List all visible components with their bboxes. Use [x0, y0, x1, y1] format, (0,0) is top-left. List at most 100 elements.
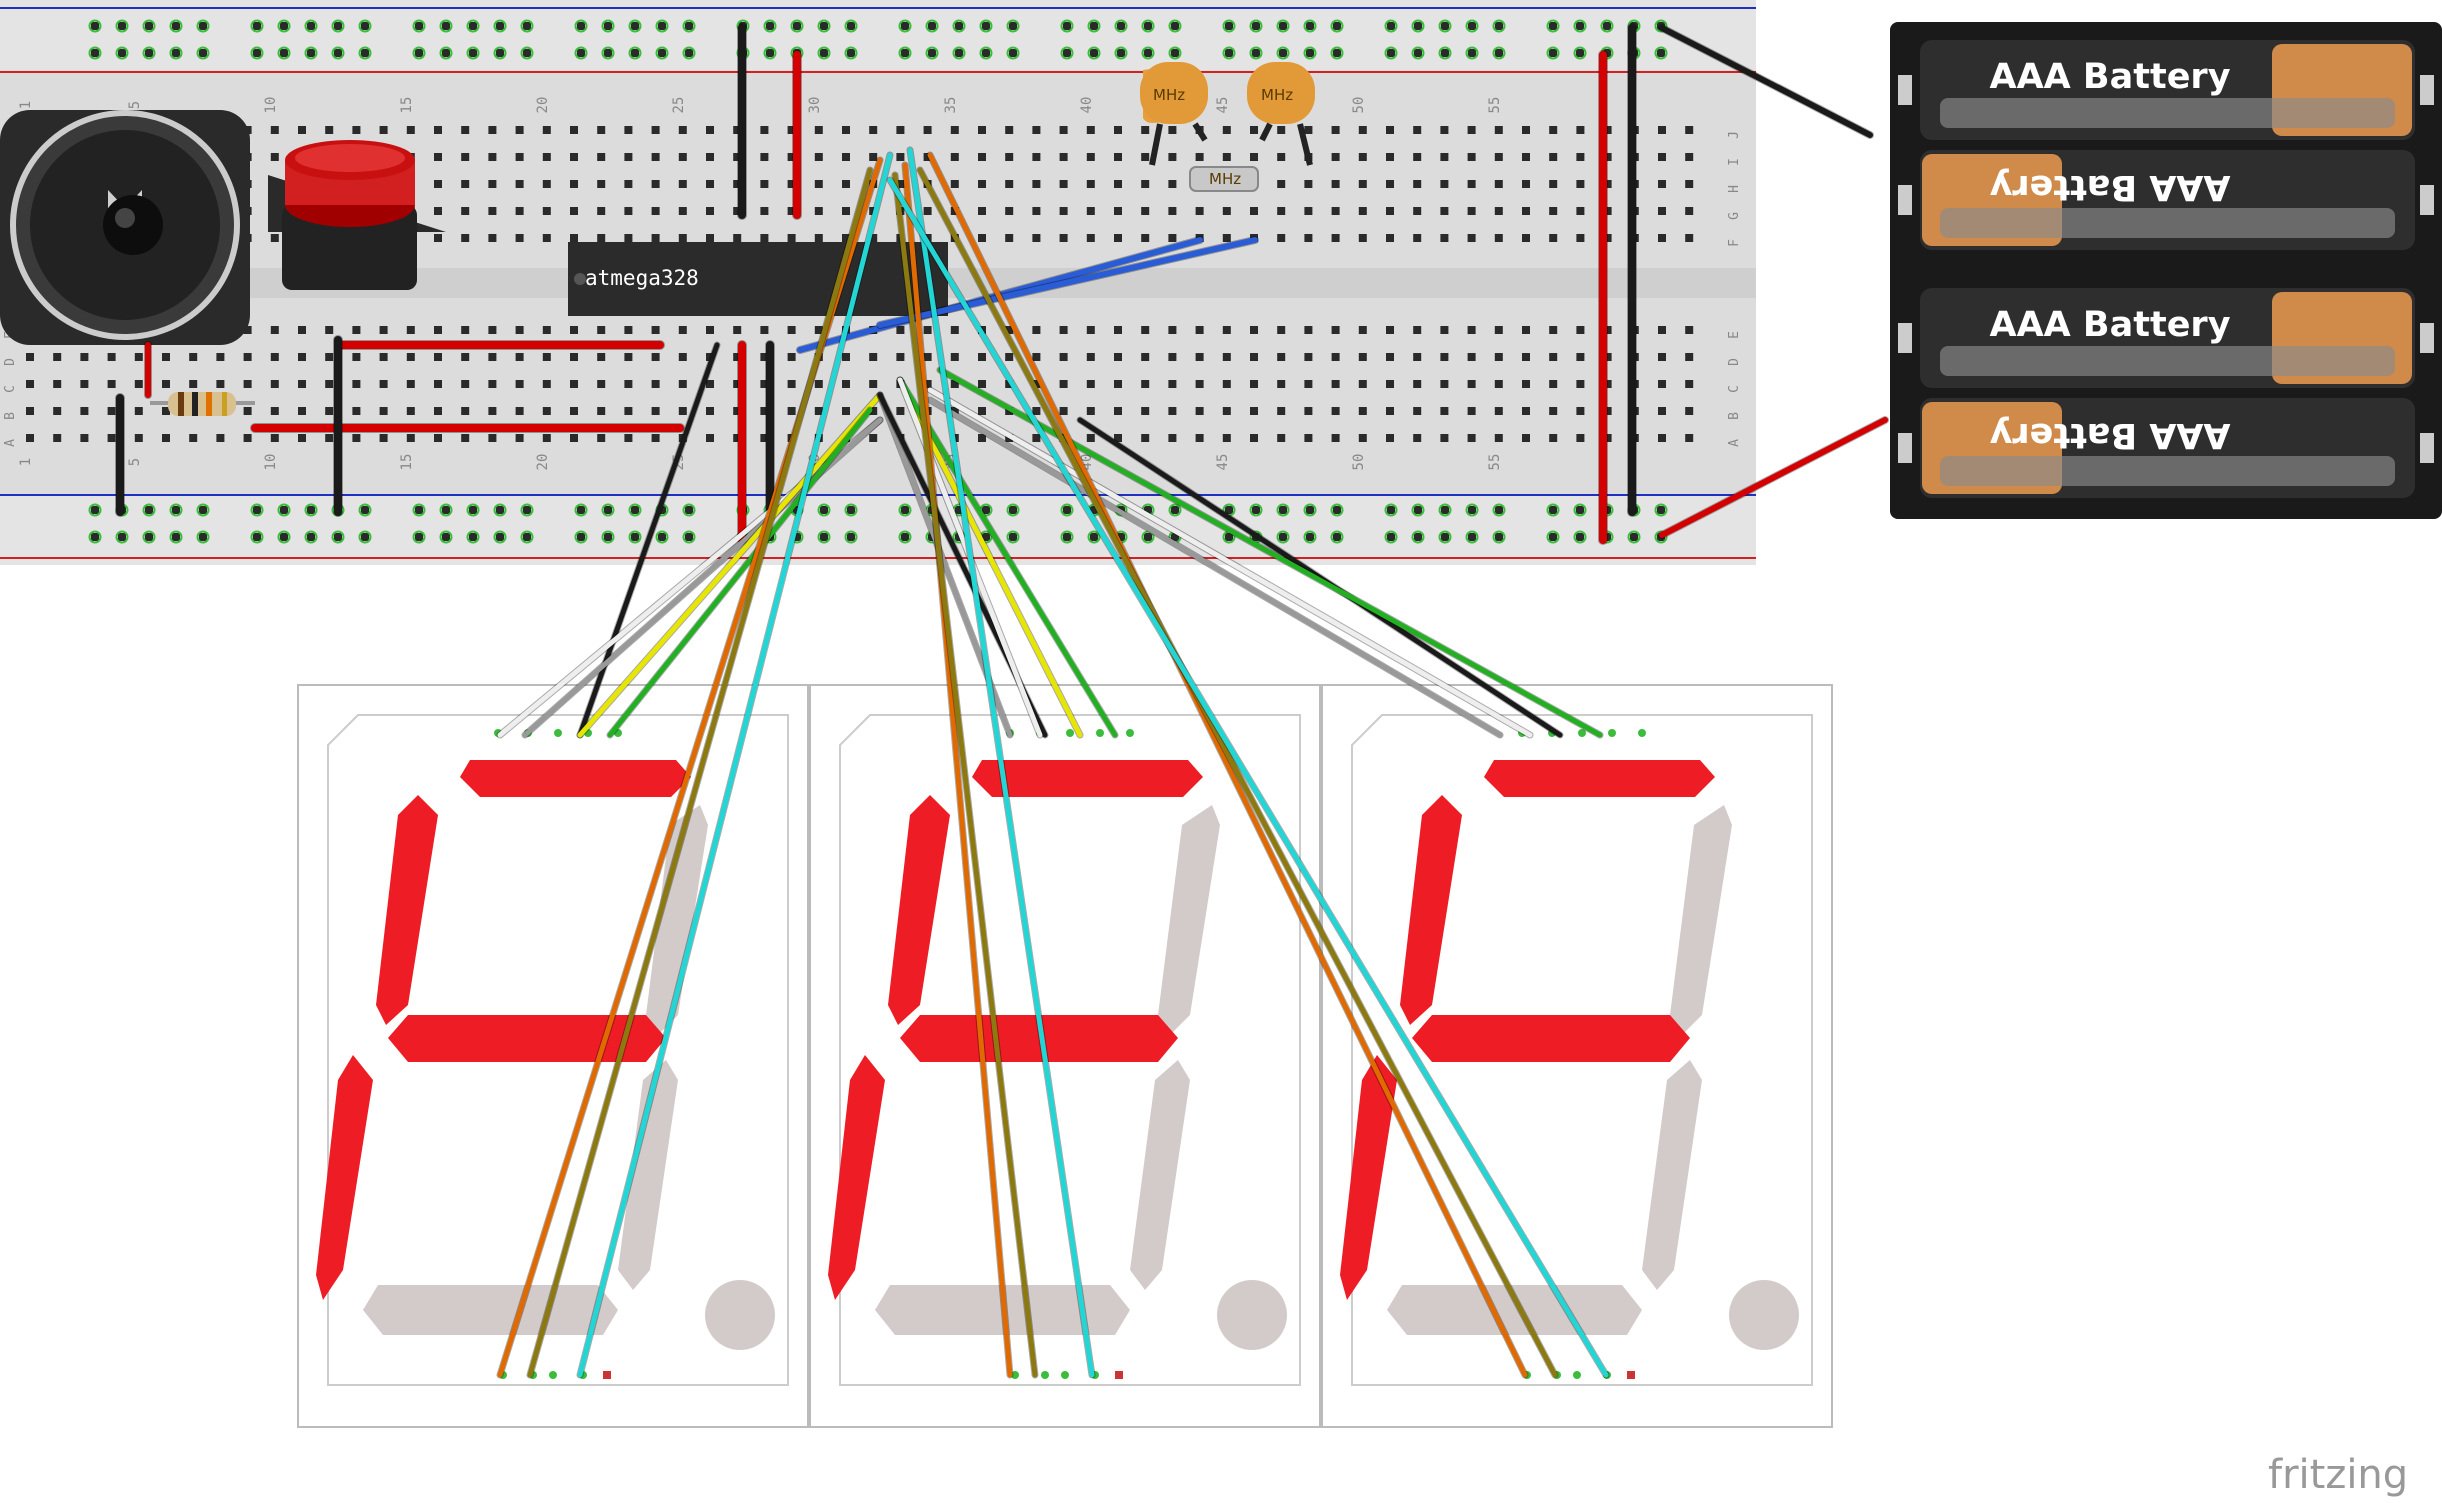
atmega328-chip: atmega328: [568, 242, 948, 316]
breadboard-hole: [107, 434, 116, 442]
breadboard-hole: [1549, 380, 1558, 388]
rail-hole: [1171, 533, 1179, 541]
breadboard-hole: [1059, 180, 1068, 188]
breadboard-hole: [270, 380, 279, 388]
rail-hole-ring: [169, 46, 183, 60]
rail-hole: [1441, 22, 1449, 30]
breadboard-hole: [107, 380, 116, 388]
breadboard-hole: [1114, 380, 1122, 388]
column-number: 10: [263, 454, 279, 471]
breadboard-hole: [978, 353, 986, 361]
rail-hole-ring: [682, 19, 696, 33]
rail-hole-ring: [358, 503, 372, 517]
breadboard-hole: [1168, 126, 1177, 134]
breadboard-hole: [1440, 326, 1449, 334]
breadboard-hole: [1250, 326, 1258, 334]
rail-hole-ring: [1060, 19, 1074, 33]
breadboard-hole: [814, 207, 823, 215]
breadboard-hole: [1222, 126, 1231, 134]
rail-hole: [1225, 506, 1233, 514]
rail-hole: [496, 49, 504, 57]
breadboard-hole: [379, 126, 388, 134]
breadboard-hole: [515, 407, 524, 415]
breadboard-hole: [1141, 380, 1150, 388]
breadboard-hole: [406, 126, 415, 134]
rail-hole-ring: [1546, 530, 1560, 544]
breadboard-hole: [597, 380, 606, 388]
breadboard-hole: [1250, 434, 1258, 442]
breadboard-hole: [1195, 207, 1204, 215]
breadboard-hole: [733, 353, 742, 361]
breadboard-hole: [624, 234, 633, 242]
breadboard-hole: [1277, 234, 1286, 242]
row-letter: I: [1727, 158, 1742, 166]
breadboard-hole: [624, 126, 633, 134]
rail-hole-ring: [1411, 503, 1425, 517]
breadboard-hole: [1440, 407, 1449, 415]
breadboard-hole: [1222, 353, 1231, 361]
rail-hole: [1387, 506, 1395, 514]
breadboard-hole: [542, 353, 551, 361]
breadboard-hole: [1549, 353, 1558, 361]
rail-hole-ring: [196, 19, 210, 33]
rail-hole-ring: [1627, 530, 1641, 544]
battery-cell-label: AAA Battery: [1989, 305, 2230, 345]
breadboard-hole: [515, 434, 524, 442]
rail-hole-ring: [1492, 530, 1506, 544]
seven-segment-digit: [1321, 684, 1833, 1428]
rail-hole-ring: [1330, 503, 1344, 517]
breadboard-hole: [1494, 126, 1503, 134]
segment-a: [1484, 760, 1715, 797]
breadboard-hole: [1059, 407, 1068, 415]
breadboard-hole: [570, 326, 578, 334]
breadboard-hole: [1086, 180, 1095, 188]
breadboard-hole: [814, 407, 823, 415]
rail-hole-ring: [1654, 46, 1668, 60]
rail-hole-ring: [1492, 46, 1506, 60]
breadboard-hole: [461, 380, 470, 388]
breadboard-hole: [760, 153, 769, 161]
breadboard-hole: [216, 353, 225, 361]
resistor: [150, 392, 255, 416]
rail-hole-ring: [88, 530, 102, 544]
breadboard-hole: [1576, 153, 1585, 161]
breadboard-hole: [1168, 207, 1177, 215]
rail-hole: [172, 22, 180, 30]
rail-hole-ring: [1411, 19, 1425, 33]
rail-hole: [1603, 49, 1611, 57]
rail-hole: [280, 49, 288, 57]
breadboard-hole: [760, 353, 769, 361]
breadboard-hole: [270, 353, 279, 361]
rail-hole: [847, 22, 855, 30]
breadboard-hole: [270, 326, 279, 334]
breadboard-hole: [1549, 326, 1558, 334]
rail-hole: [1252, 506, 1260, 514]
breadboard-hole: [1440, 353, 1449, 361]
rail-hole-ring: [88, 19, 102, 33]
rail-hole-ring: [142, 19, 156, 33]
breadboard-hole: [243, 434, 252, 442]
breadboard-hole: [787, 234, 796, 242]
rail-hole: [955, 506, 963, 514]
breadboard-hole: [842, 126, 850, 134]
rail-hole-ring: [1438, 503, 1452, 517]
rail-hole-ring: [952, 19, 966, 33]
breadboard-hole: [216, 434, 225, 442]
wire: [897, 377, 1118, 738]
rail-hole-ring: [250, 530, 264, 544]
rail-hole-ring: [466, 19, 480, 33]
rail-hole: [685, 506, 693, 514]
breadboard-hole: [1059, 126, 1068, 134]
breadboard-hole: [597, 353, 606, 361]
breadboard-hole: [243, 353, 252, 361]
rail-hole: [253, 22, 261, 30]
rail-hole: [1171, 506, 1179, 514]
breadboard-hole: [434, 380, 442, 388]
battery-cell-label: AAA Battery: [1989, 57, 2230, 97]
breadboard-hole: [488, 180, 497, 188]
breadboard-hole: [1440, 434, 1449, 442]
breadboard-hole: [542, 434, 551, 442]
breadboard-hole: [1032, 207, 1041, 215]
breadboard-hole: [1440, 207, 1449, 215]
rail-hole-ring: [1330, 46, 1344, 60]
